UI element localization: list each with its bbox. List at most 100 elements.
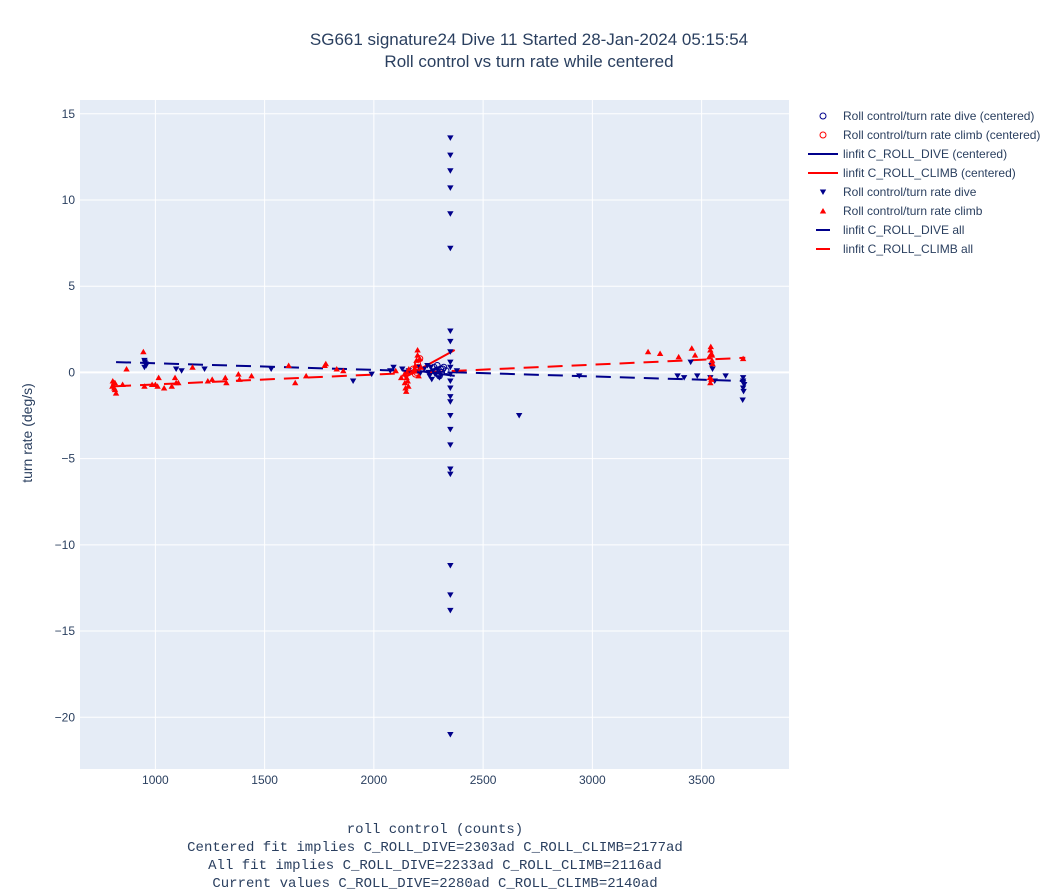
data-point <box>417 364 425 370</box>
data-point <box>707 379 714 386</box>
data-point <box>447 563 454 569</box>
data-point <box>688 345 695 351</box>
data-point <box>399 366 406 372</box>
data-point <box>140 348 147 355</box>
data-point <box>447 135 454 141</box>
data-point <box>411 365 418 372</box>
data-point <box>340 367 347 374</box>
legend-symbol <box>808 152 838 155</box>
data-point <box>201 366 208 372</box>
legend-symbol <box>808 171 838 174</box>
data-point <box>204 378 212 384</box>
data-point <box>447 378 454 385</box>
data-point <box>172 366 180 372</box>
data-point <box>390 364 397 371</box>
legend-symbol <box>816 247 830 250</box>
data-point <box>434 366 441 372</box>
y-tick-label: 0 <box>68 365 75 379</box>
data-point <box>223 379 230 386</box>
current-values-note: Current values C_ROLL_DIVE=2280ad C_ROLL… <box>212 876 658 892</box>
data-point <box>208 376 216 382</box>
data-point <box>687 359 694 366</box>
data-point <box>403 374 410 381</box>
data-point <box>111 386 119 393</box>
data-point <box>447 399 454 405</box>
legend-item[interactable]: linfit C_ROLL_CLIMB (centered) <box>808 163 1040 182</box>
legend-symbol <box>819 189 827 195</box>
data-point <box>175 379 182 386</box>
data-point <box>111 379 119 386</box>
x-tick-label: 1000 <box>142 773 169 787</box>
data-point <box>447 607 454 614</box>
legend-label: linfit C_ROLL_CLIMB all <box>843 241 974 256</box>
legend-item[interactable]: Roll control/turn rate dive (centered) <box>808 106 1040 125</box>
data-point <box>141 364 148 371</box>
data-point <box>236 376 243 382</box>
legend-item[interactable]: Roll control/turn rate climb <box>808 201 1040 220</box>
data-point <box>442 367 450 375</box>
legend-item[interactable]: Roll control/turn rate dive <box>808 182 1040 201</box>
data-point <box>414 352 421 358</box>
chart-subtitle: Roll control vs turn rate while centered <box>384 52 674 71</box>
data-point <box>739 397 746 404</box>
data-point <box>447 466 454 472</box>
data-point <box>447 168 454 174</box>
data-point <box>402 384 409 391</box>
y-tick-label: −5 <box>61 452 75 466</box>
legend-marker-swatch <box>819 189 827 195</box>
data-point <box>707 343 714 350</box>
data-point <box>322 360 330 367</box>
y-axis-label: turn rate (deg/s) <box>19 383 35 483</box>
x-axis-label-block: roll control (counts) Centered fit impli… <box>0 821 870 893</box>
legend-item[interactable]: Roll control/turn rate climb (centered) <box>808 125 1040 144</box>
legend-marker-swatch <box>819 207 827 213</box>
legend[interactable]: Roll control/turn rate dive (centered) Ro… <box>808 106 1040 258</box>
data-point <box>739 378 747 385</box>
data-point <box>440 363 448 371</box>
data-point <box>123 365 130 372</box>
data-point <box>709 360 716 367</box>
data-point <box>644 348 652 355</box>
x-tick-label: 2000 <box>361 773 388 787</box>
legend-item[interactable]: linfit C_ROLL_DIVE (centered) <box>808 144 1040 163</box>
data-point <box>404 378 411 384</box>
data-point <box>739 375 747 381</box>
data-point <box>447 211 454 217</box>
data-point <box>222 374 229 381</box>
legend-symbol <box>816 228 830 231</box>
data-point <box>302 372 310 379</box>
legend-item[interactable]: linfit C_ROLL_CLIMB all <box>808 239 1040 258</box>
y-tick-label: −10 <box>55 538 76 552</box>
data-point <box>447 426 454 433</box>
legend-label: Roll control/turn rate dive <box>843 184 977 199</box>
data-point <box>447 349 454 355</box>
legend-symbol <box>819 207 827 213</box>
legend-label: Roll control/turn rate dive (centered) <box>843 108 1035 123</box>
data-point <box>436 375 443 381</box>
data-point <box>292 379 299 386</box>
y-tick-label: −15 <box>55 624 76 638</box>
data-point <box>235 371 242 377</box>
data-point <box>171 374 179 381</box>
data-point <box>447 471 454 478</box>
data-point <box>447 592 454 598</box>
data-point <box>368 371 375 378</box>
data-point <box>707 347 714 353</box>
legend-item[interactable]: linfit C_ROLL_DIVE all <box>808 220 1040 239</box>
legend-symbol <box>819 131 827 138</box>
data-point <box>447 364 454 371</box>
data-point <box>403 369 411 375</box>
data-point <box>447 732 454 738</box>
legend-marker-swatch <box>819 131 827 138</box>
legend-label: linfit C_ROLL_DIVE (centered) <box>843 146 1008 161</box>
data-point <box>160 384 168 391</box>
data-point <box>285 362 292 369</box>
data-point <box>119 381 126 387</box>
centered-fit-note: Centered fit implies C_ROLL_DIVE=2303ad … <box>187 840 683 856</box>
data-point <box>431 371 439 378</box>
data-point <box>392 367 399 374</box>
data-point <box>397 374 405 381</box>
data-point <box>155 374 162 381</box>
data-point <box>112 390 120 396</box>
data-point <box>694 373 701 379</box>
